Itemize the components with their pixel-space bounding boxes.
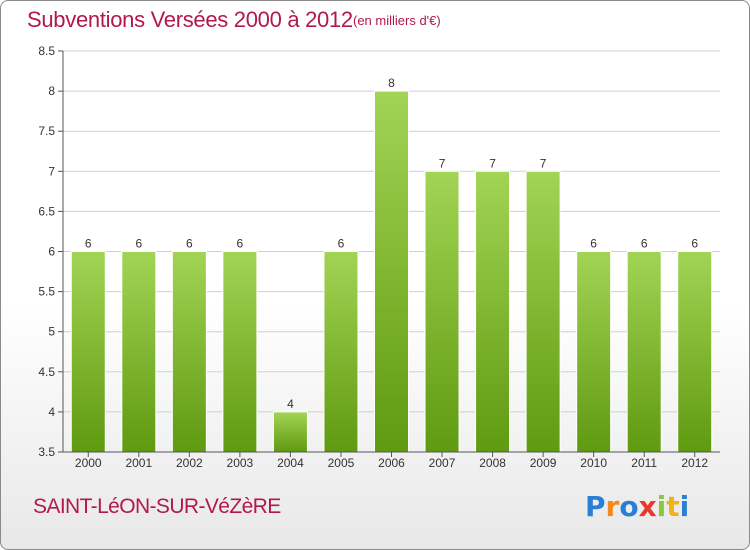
x-tick-label: 2009: [530, 456, 557, 470]
value-label-2000: 6: [85, 237, 92, 251]
x-tick-label: 2010: [580, 456, 607, 470]
bar-2010: [576, 251, 612, 453]
value-label-2007: 7: [439, 156, 446, 170]
y-tick-label: 5.5: [38, 285, 55, 299]
bar-2000: [70, 251, 106, 453]
y-tick-label: 6.5: [38, 204, 55, 218]
bar-2001: [121, 251, 157, 453]
value-label-2011: 6: [641, 237, 648, 251]
bar-2008: [475, 170, 511, 453]
bar-2003: [222, 251, 258, 453]
chart-title: Subventions Versées 2000 à 2012: [27, 7, 353, 32]
x-tick-label: 2004: [277, 456, 304, 470]
x-tick-label: 2006: [378, 456, 405, 470]
x-tick-label: 2011: [631, 456, 657, 470]
bar-2006: [374, 90, 409, 453]
bar-2012: [677, 251, 713, 453]
x-tick-label: 2007: [429, 456, 456, 470]
x-tick-label: 2012: [681, 456, 708, 470]
bar-2009: [525, 170, 561, 453]
svg-text:Proxiti: Proxiti: [585, 490, 689, 523]
y-tick-label: 7.5: [38, 124, 55, 138]
value-label-2010: 6: [590, 237, 597, 251]
value-labels: 6 6 6 6 4 6 8 7 7 7 6 6 6: [85, 76, 698, 411]
bar-2004: [272, 411, 308, 453]
value-label-2012: 6: [691, 237, 698, 251]
y-axis-ticks: 3.5 4 4.5 5 5.5 6 6.5 7 7.5 8 8.5: [38, 44, 63, 459]
y-tick-label: 3.5: [38, 445, 55, 459]
y-tick-label: 5: [48, 325, 55, 339]
axes: [62, 51, 720, 453]
commune-name: SAINT-LéON-SUR-VéZèRE: [33, 495, 281, 518]
value-label-2005: 6: [338, 237, 345, 251]
x-axis-ticks: 2000 2001 2002 2003 2004 2005 2006 2007 2008 2009…: [75, 452, 708, 470]
x-tick-label: 2008: [479, 456, 506, 470]
bar-chart: 3.5 4 4.5 5 5.5 6 6.5 7 7.5 8 8.5 6 6 6 6 4 6 8 7 7 7 6 6 6 20…: [38, 44, 720, 470]
chart-subtitle: (en milliers d'€): [353, 13, 441, 28]
x-tick-label: 2001: [125, 456, 152, 470]
value-label-2008: 7: [489, 156, 496, 170]
bar-2011: [626, 251, 662, 453]
bar-2002: [171, 251, 207, 453]
value-label-2004: 4: [287, 397, 294, 411]
value-label-2006: 8: [388, 76, 395, 90]
y-tick-label: 4: [48, 405, 55, 419]
value-label-2002: 6: [186, 237, 193, 251]
x-tick-label: 2003: [227, 456, 254, 470]
value-label-2009: 7: [540, 156, 547, 170]
y-tick-label: 4.5: [38, 365, 55, 379]
proxiti-logo[interactable]: Proxiti: [583, 487, 693, 523]
value-label-2003: 6: [237, 237, 244, 251]
x-tick-label: 2002: [176, 456, 203, 470]
bar-2007: [424, 170, 460, 453]
x-tick-label: 2005: [328, 456, 355, 470]
bars: [70, 90, 713, 453]
x-tick-label: 2000: [75, 456, 102, 470]
y-tick-label: 8: [48, 84, 55, 98]
y-tick-label: 6: [48, 245, 55, 259]
y-tick-label: 8.5: [38, 44, 55, 58]
value-label-2001: 6: [135, 237, 142, 251]
bar-2005: [323, 251, 359, 453]
y-tick-label: 7: [48, 164, 55, 178]
